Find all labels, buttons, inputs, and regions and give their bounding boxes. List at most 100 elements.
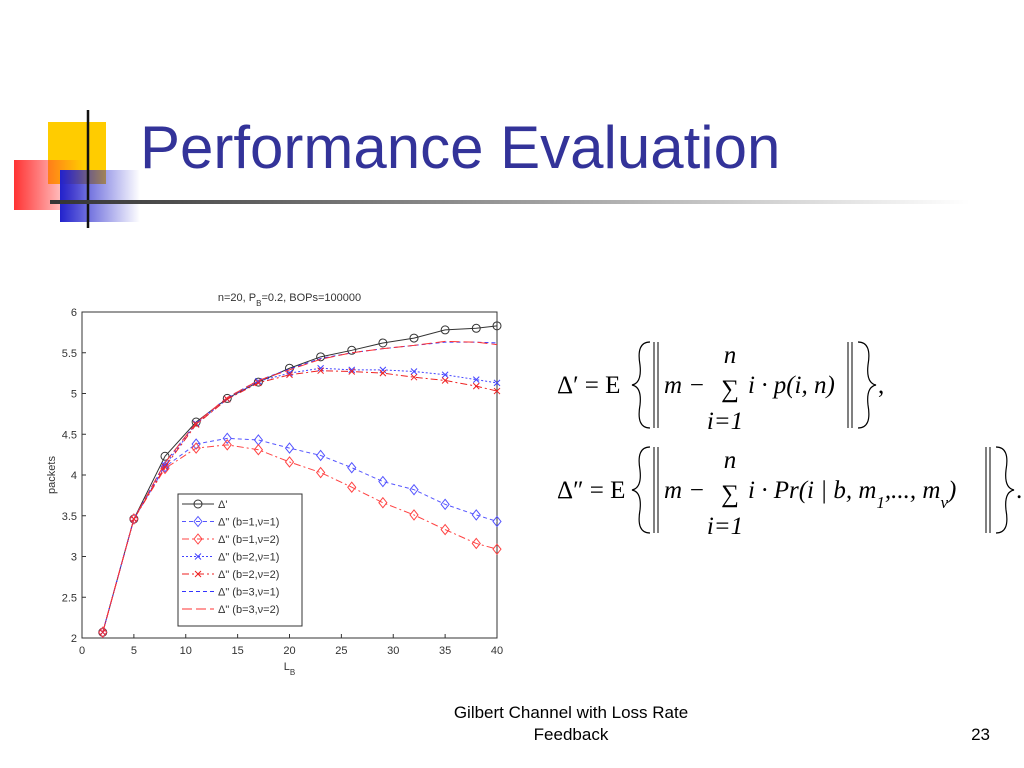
text-part: =0.2, BOPs=100000 [261,292,361,304]
legend-label: Δ' [218,499,227,511]
marker [347,481,357,494]
marker [409,509,419,521]
legend-label: Δ" (b=3,ν=2) [218,604,279,616]
x-tick-label: 30 [387,645,399,657]
series-line [102,325,498,633]
y-tick-label: 5 [71,389,77,401]
eq-end: . [1016,477,1022,504]
marker [253,443,264,456]
text-part: B [256,299,261,308]
marker [441,371,449,379]
y-tick-label: 2.5 [62,592,77,604]
marker [255,379,262,387]
marker [98,626,108,639]
marker [286,371,293,379]
y-tick-label: 4 [71,470,77,482]
marker [222,439,232,451]
marker [492,321,502,331]
marker [492,515,502,528]
marker [315,466,326,479]
chart-title: n=20, PB=0.2, BOPs=100000 [218,292,361,308]
text-part: i · p(i, n) [748,372,835,399]
marker [315,449,326,462]
marker [129,513,139,525]
marker [348,366,356,374]
x-tick-label: 25 [335,645,347,657]
legend-marker [194,553,202,560]
x-tick-label: 10 [180,645,192,657]
bars [653,447,991,533]
marker [409,483,419,496]
legend-label: Δ" (b=3,ν=1) [218,587,279,599]
text-part: i · Pr(i | b, m [748,477,876,504]
eq-inner: m − [664,372,705,399]
marker [471,509,481,521]
marker [440,523,450,536]
series-line [102,437,498,633]
marker [493,387,501,395]
brace [631,446,651,534]
y-tick-label: 2 [71,633,77,645]
marker [191,417,201,427]
marker [347,461,357,474]
legend-marker [193,533,203,545]
legend-marker [193,515,203,528]
bars [653,342,853,428]
eq-left: Δ″ = E [557,477,625,504]
marker [191,438,201,450]
marker [492,543,502,555]
marker [379,369,387,377]
marker [223,395,231,403]
marker [471,323,481,333]
slide-title: Performance Evaluation [140,114,780,181]
brace [631,341,651,429]
marker [410,368,418,375]
marker [192,421,200,428]
legend-marker [193,499,203,509]
x-tick-label: 0 [79,645,85,657]
marker [161,463,169,471]
eq-sum: ∑ [721,376,739,403]
brace [857,341,877,429]
marker [222,432,232,445]
text-part: L [284,661,290,673]
marker [160,451,170,461]
x-tick-label: 15 [232,645,244,657]
text-part: ,..., m [885,477,941,504]
marker [378,475,388,488]
marker [441,377,449,384]
x-tick-label: 40 [491,645,503,657]
marker [160,461,170,473]
marker [378,338,388,348]
marker [316,352,326,362]
series-line [102,444,498,633]
marker [471,537,481,550]
page-number: 23 [971,725,990,744]
text-part: n=20, P [218,292,256,304]
eq-inner: i · Pr(i | b, m1,..., mv) [748,477,956,512]
eq-lower: i=1 [707,408,743,435]
marker [410,373,418,381]
marker [379,366,387,374]
series-line [102,370,498,633]
footer-text: Gilbert Channel with Loss Rate [454,703,688,722]
text-part: 1 [876,493,885,512]
marker [409,333,419,343]
x-axis-label: LB [284,661,295,677]
chart: 0 5 10 15 20 25 30 35 40 2 2.5 3 3.5 4 4.5 5 5.5 6 n=20, P… [46,292,503,677]
eq-left: Δ′ = E [557,372,620,399]
marker [284,456,295,468]
marker [378,496,388,509]
marker [440,325,450,335]
marker [284,442,295,454]
marker [347,345,357,355]
marker [493,379,501,387]
series-line [102,340,498,633]
legend-label: Δ" (b=2,ν=1) [218,552,279,564]
legend-label: Δ" (b=1,ν=2) [218,534,279,546]
marker [317,367,324,375]
footer-text: Feedback [534,725,609,744]
eq-upper: n [724,342,737,369]
legend-label: Δ" (b=1,ν=1) [218,517,279,529]
